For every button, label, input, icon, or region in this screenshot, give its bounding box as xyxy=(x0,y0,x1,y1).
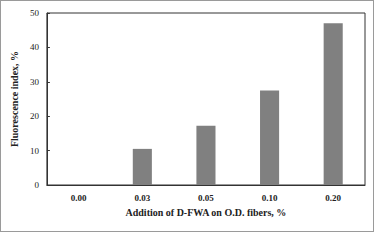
svg-text:20: 20 xyxy=(30,111,40,121)
svg-text:30: 30 xyxy=(30,77,40,87)
svg-text:0.05: 0.05 xyxy=(198,193,214,203)
svg-text:Addition of D-FWA on O.D. fibe: Addition of D-FWA on O.D. fibers, % xyxy=(126,207,287,218)
svg-text:0.03: 0.03 xyxy=(134,193,150,203)
svg-text:0.20: 0.20 xyxy=(325,193,341,203)
svg-text:40: 40 xyxy=(30,42,40,52)
svg-text:10: 10 xyxy=(30,146,40,156)
svg-text:50: 50 xyxy=(30,8,40,18)
svg-text:0.10: 0.10 xyxy=(262,193,278,203)
svg-text:0.00: 0.00 xyxy=(71,193,87,203)
svg-text:Fluorescence index, %: Fluorescence index, % xyxy=(9,51,20,147)
svg-text:0: 0 xyxy=(34,180,39,190)
